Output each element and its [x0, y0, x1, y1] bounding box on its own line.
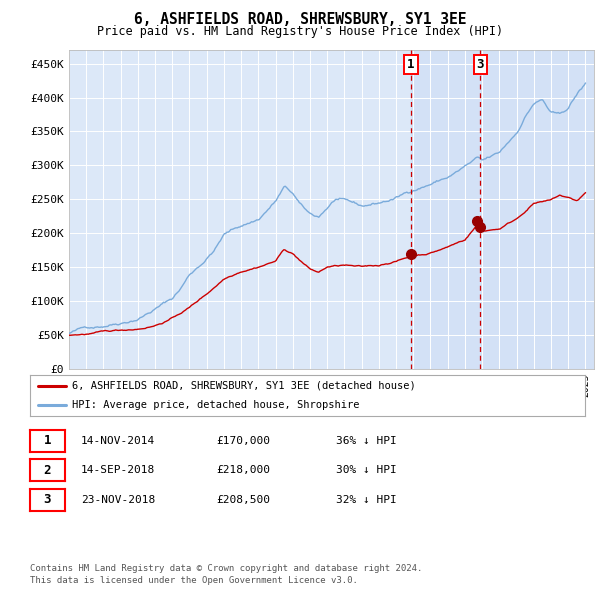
Text: 30% ↓ HPI: 30% ↓ HPI: [336, 466, 397, 475]
Text: 23-NOV-2018: 23-NOV-2018: [81, 495, 155, 504]
Text: 6, ASHFIELDS ROAD, SHREWSBURY, SY1 3EE: 6, ASHFIELDS ROAD, SHREWSBURY, SY1 3EE: [134, 12, 466, 27]
Text: 1: 1: [407, 58, 415, 71]
Text: 14-SEP-2018: 14-SEP-2018: [81, 466, 155, 475]
Text: 1: 1: [44, 434, 51, 447]
Text: £208,500: £208,500: [216, 495, 270, 504]
Text: 3: 3: [44, 493, 51, 506]
Text: HPI: Average price, detached house, Shropshire: HPI: Average price, detached house, Shro…: [71, 400, 359, 410]
Text: 32% ↓ HPI: 32% ↓ HPI: [336, 495, 397, 504]
Text: 2: 2: [44, 464, 51, 477]
Text: £170,000: £170,000: [216, 436, 270, 445]
Text: 14-NOV-2014: 14-NOV-2014: [81, 436, 155, 445]
Text: Price paid vs. HM Land Registry's House Price Index (HPI): Price paid vs. HM Land Registry's House …: [97, 25, 503, 38]
Bar: [411, 50, 594, 369]
Text: 3: 3: [476, 58, 484, 71]
Text: £218,000: £218,000: [216, 466, 270, 475]
Text: 6, ASHFIELDS ROAD, SHREWSBURY, SY1 3EE (detached house): 6, ASHFIELDS ROAD, SHREWSBURY, SY1 3EE (…: [71, 381, 415, 391]
Text: 36% ↓ HPI: 36% ↓ HPI: [336, 436, 397, 445]
Text: Contains HM Land Registry data © Crown copyright and database right 2024.
This d: Contains HM Land Registry data © Crown c…: [30, 564, 422, 585]
